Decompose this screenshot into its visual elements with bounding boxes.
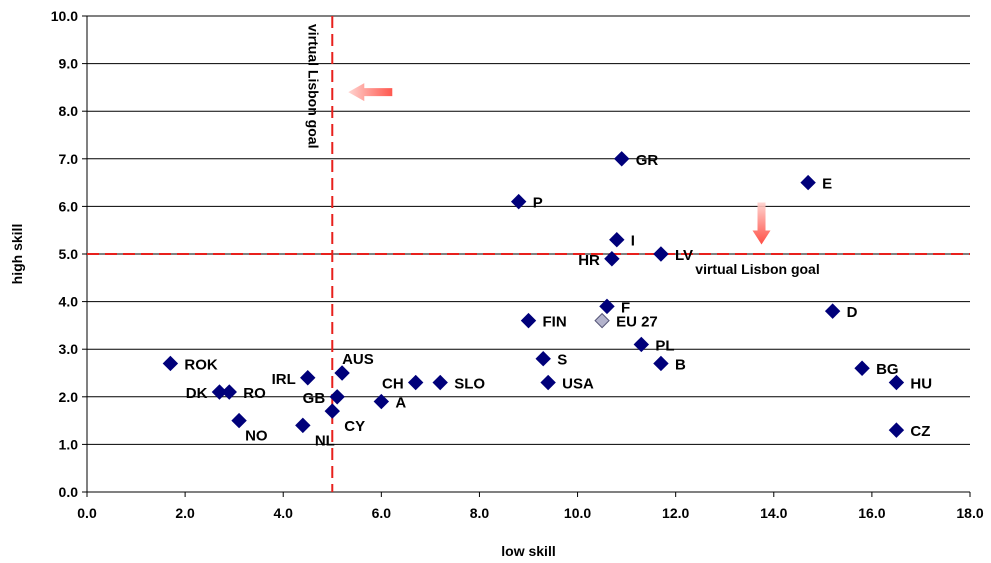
data-point (535, 351, 551, 367)
x-tick-label: 14.0 (760, 505, 787, 521)
data-point (540, 374, 556, 391)
y-tick-label: 6.0 (59, 198, 79, 214)
point-label: NL (315, 432, 335, 449)
y-tick-label: 1.0 (59, 436, 79, 452)
data-point (653, 246, 669, 262)
horizontal-goal-label: virtual Lisbon goal (695, 261, 819, 277)
data-point (888, 374, 905, 391)
y-tick-label: 10.0 (51, 8, 78, 24)
y-tick-label: 5.0 (59, 246, 79, 262)
x-tick-label: 18.0 (956, 505, 983, 521)
x-axis-label: low skill (501, 543, 555, 559)
goal-arrow-down (752, 202, 771, 245)
data-point (295, 417, 311, 434)
x-tick-label: 0.0 (77, 505, 97, 521)
point-label: P (533, 195, 543, 212)
data-point (221, 384, 237, 400)
axes (82, 15, 971, 497)
point-label: CH (382, 376, 404, 393)
data-point (594, 312, 610, 329)
point-label: CZ (910, 423, 930, 440)
data-point (599, 298, 615, 315)
point-label: SLO (454, 376, 485, 393)
point-label: F (621, 299, 630, 316)
point-label: USA (562, 376, 594, 393)
vertical-goal-label: virtual Lisbon goal (305, 24, 321, 148)
y-axis-label: high skill (9, 224, 25, 285)
point-label: CY (344, 418, 365, 435)
point-label: BG (876, 361, 899, 378)
gridlines (87, 15, 970, 445)
data-point (373, 393, 390, 410)
data-point (888, 422, 905, 438)
x-tick-label: 6.0 (372, 505, 392, 521)
data-point (231, 412, 247, 429)
point-label: ROK (184, 356, 218, 373)
point-label: D (847, 304, 858, 321)
data-point (510, 193, 527, 210)
x-tick-label: 10.0 (564, 505, 591, 521)
data-point (653, 355, 669, 372)
data-point (300, 370, 316, 386)
data-point (604, 251, 620, 267)
data-point (800, 174, 816, 191)
data-point (432, 374, 448, 391)
data-point (613, 151, 630, 167)
data-point (824, 303, 841, 319)
point-label: I (631, 233, 635, 250)
data-point (407, 374, 424, 391)
data-point (334, 365, 350, 381)
point-label: AUS (342, 351, 374, 368)
x-tick-label: 16.0 (858, 505, 885, 521)
point-label: GB (303, 390, 326, 407)
goal-lines: virtual Lisbon goal virtual Lisbon goal (87, 16, 970, 492)
point-label: IRL (272, 371, 296, 388)
data-points: ROK DK RO NO IRL NL AUS GB CY A CH SLO P FIN S USA EU 27… (162, 151, 932, 449)
x-tick-label: 8.0 (470, 505, 490, 521)
point-label: PL (655, 337, 674, 354)
point-label: RO (243, 385, 266, 402)
data-point (329, 389, 345, 405)
x-tick-label: 2.0 (175, 505, 195, 521)
x-tick-label: 4.0 (273, 505, 293, 521)
y-tick-label: 3.0 (59, 341, 79, 357)
point-label: A (395, 395, 406, 412)
point-label: HR (578, 252, 600, 269)
data-point (324, 403, 340, 419)
point-label: B (675, 356, 686, 373)
data-point (520, 312, 537, 329)
point-label: DK (186, 385, 208, 402)
goal-arrow-left (348, 83, 393, 102)
point-label: FIN (543, 314, 567, 331)
data-point (854, 360, 870, 376)
data-point (162, 355, 179, 372)
point-label: S (557, 352, 567, 369)
point-label: HU (910, 376, 932, 393)
y-tick-label: 2.0 (59, 389, 79, 405)
data-point (609, 232, 625, 248)
y-tick-label: 8.0 (59, 103, 79, 119)
tick-labels: 0.0 1.0 2.0 3.0 4.0 5.0 6.0 7.0 8.0 9.0 10.0 0.0 2.0… (51, 8, 984, 521)
x-tick-label: 12.0 (662, 505, 689, 521)
point-label: EU 27 (616, 314, 658, 331)
y-tick-label: 0.0 (59, 484, 79, 500)
y-tick-label: 7.0 (59, 151, 79, 167)
data-point (633, 336, 650, 353)
point-label: GR (636, 152, 659, 169)
y-tick-label: 4.0 (59, 294, 79, 310)
point-label: E (822, 176, 832, 193)
point-label: NO (245, 428, 268, 445)
y-tick-label: 9.0 (59, 56, 79, 72)
point-label: LV (675, 247, 693, 264)
